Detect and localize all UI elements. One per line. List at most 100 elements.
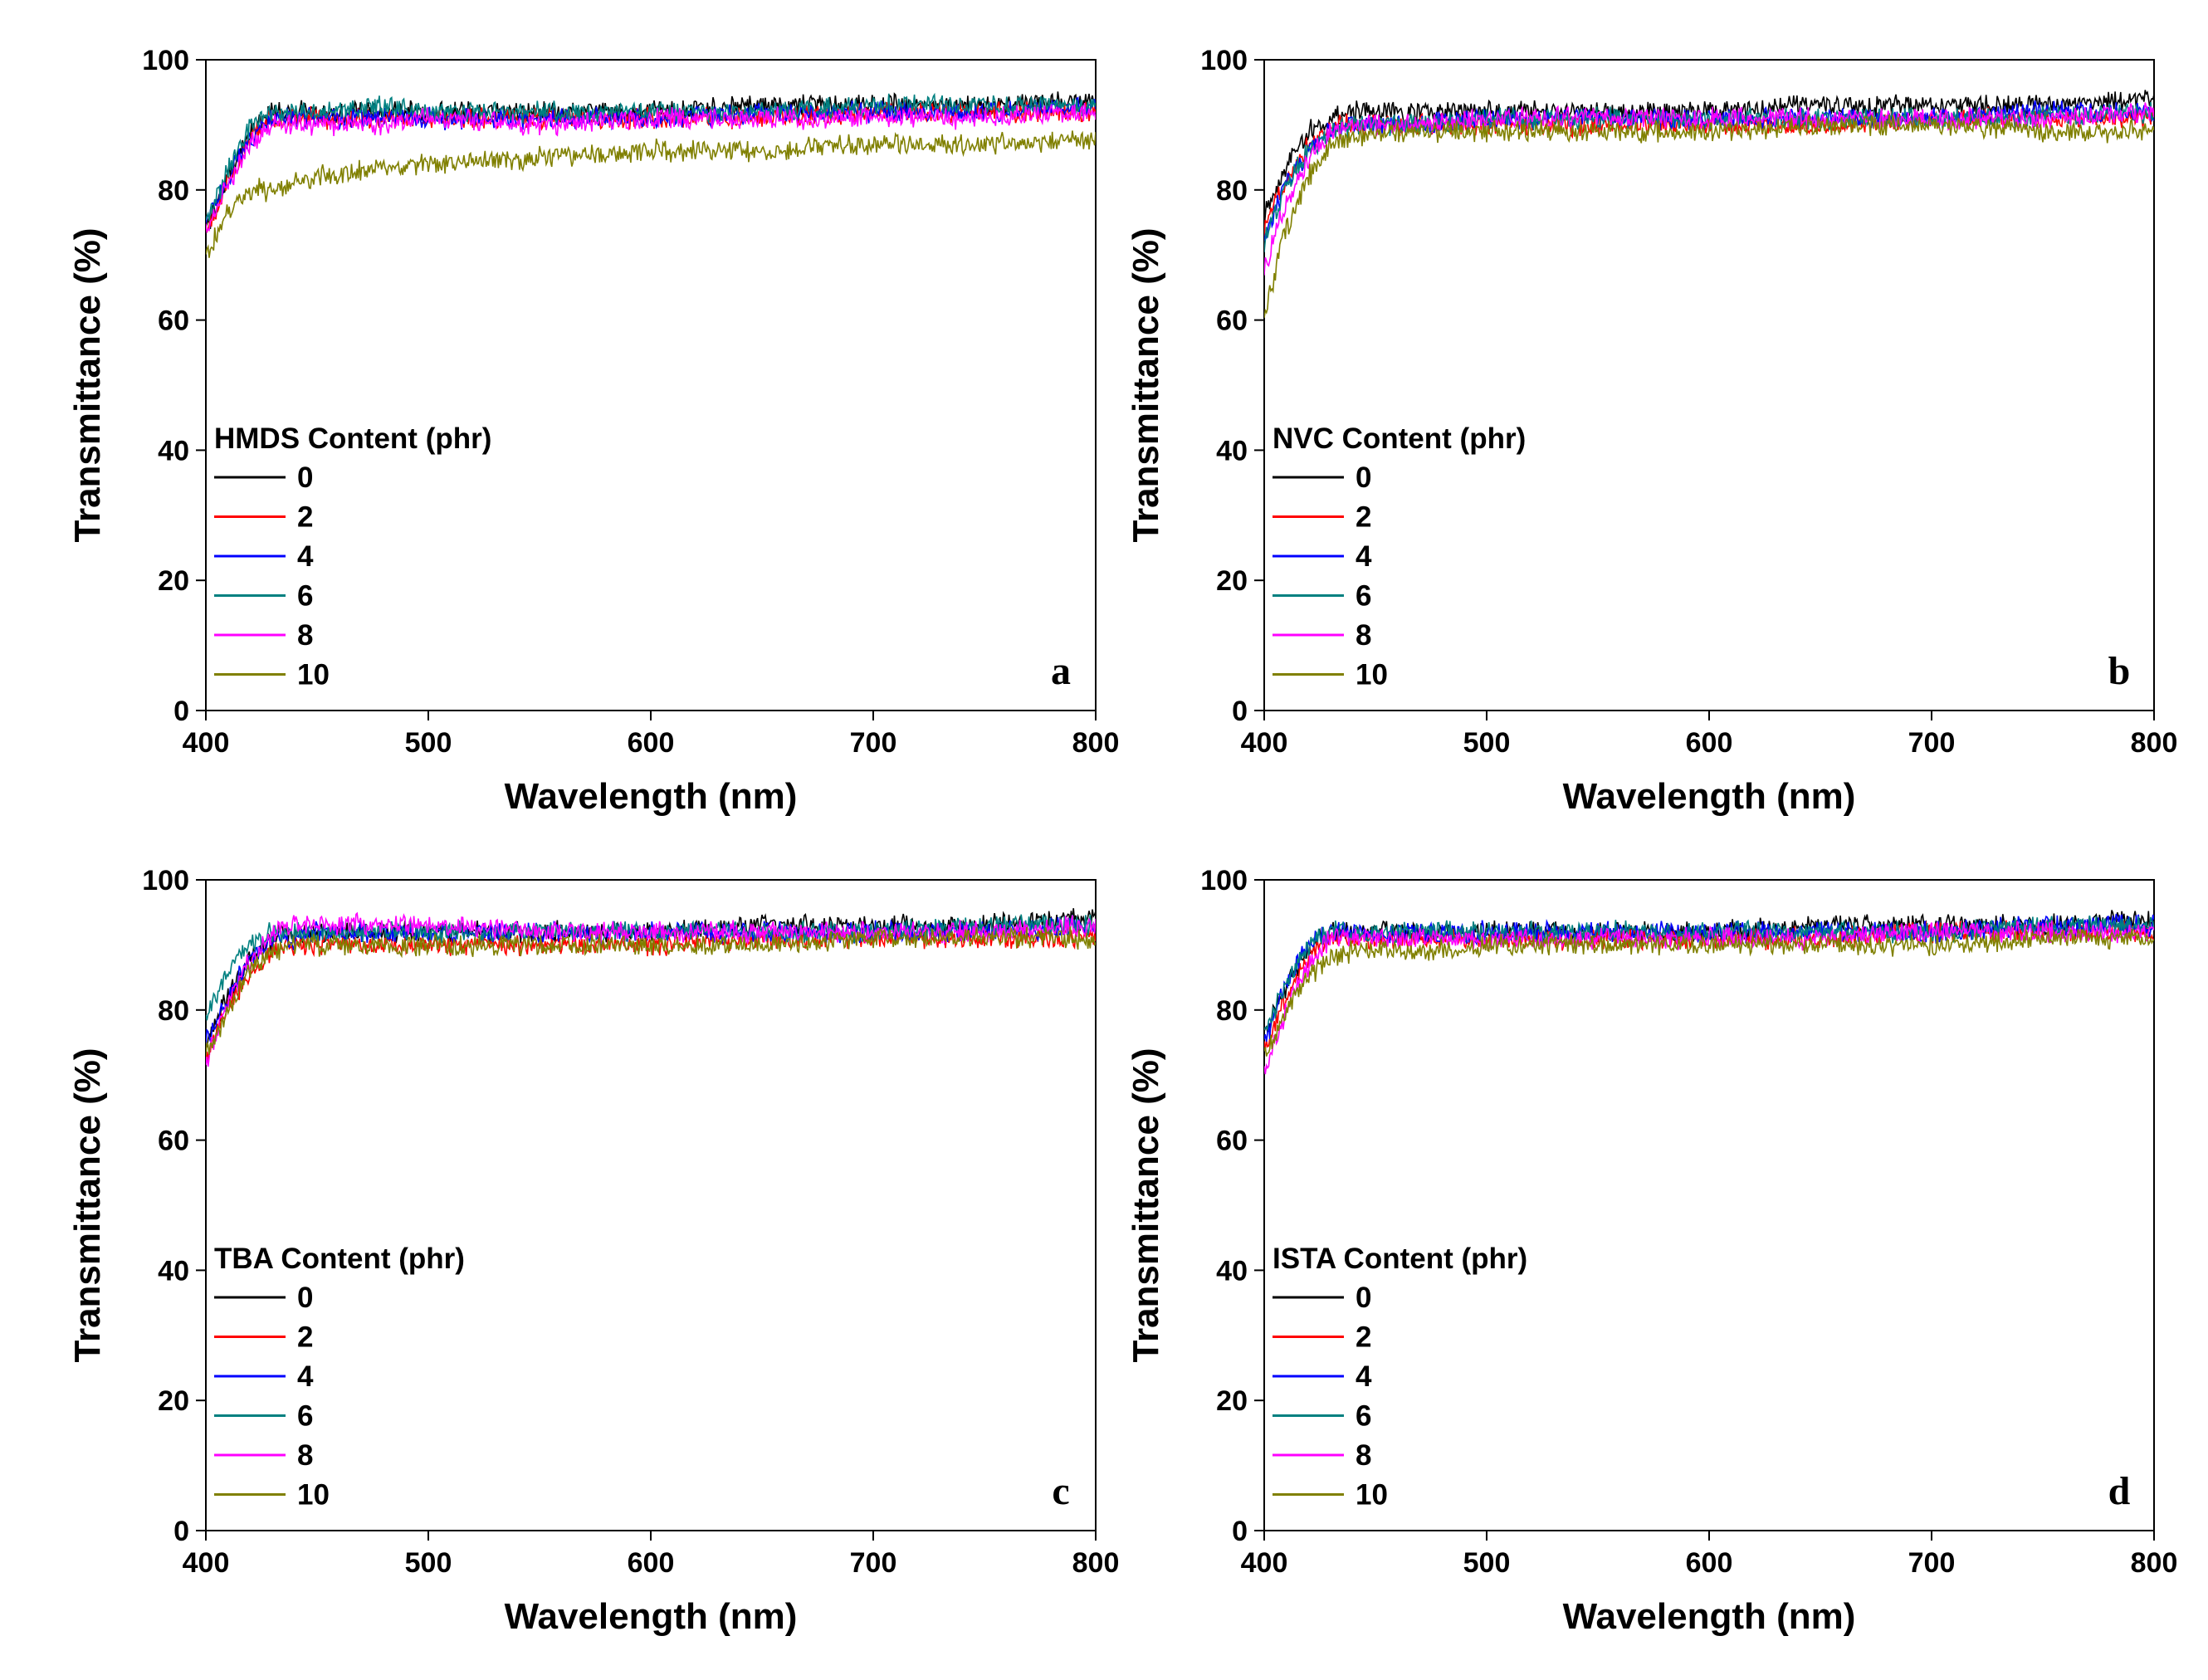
y-tick-label: 0 — [173, 696, 189, 727]
y-tick-label: 0 — [1232, 1516, 1248, 1547]
y-tick-label: 60 — [1216, 305, 1248, 337]
legend-label: 2 — [297, 501, 313, 534]
y-tick-label: 20 — [158, 565, 189, 597]
y-axis-label: Transmittance (%) — [67, 228, 108, 543]
legend-label: 0 — [297, 462, 313, 494]
legend-label: 4 — [1356, 1360, 1372, 1393]
legend: HMDS Content (phr) 0 2 4 6 8 10 — [214, 422, 491, 691]
series-line-10 — [206, 925, 1096, 1056]
y-tick-label: 40 — [158, 1255, 189, 1287]
y-tick-label: 60 — [158, 305, 189, 337]
series-line-8 — [1264, 920, 2154, 1075]
legend-label: 10 — [297, 659, 330, 691]
x-tick-label: 700 — [1908, 727, 1956, 759]
x-axis-label: Wavelength (nm) — [505, 776, 798, 817]
y-tick-label: 80 — [158, 175, 189, 207]
series-group — [1264, 90, 2154, 319]
plot-frame — [1263, 879, 2155, 1531]
legend-label: 6 — [297, 580, 313, 613]
y-tick-label: 80 — [1216, 175, 1248, 207]
y-tick-label: 0 — [1232, 696, 1248, 727]
legend-label: 10 — [1356, 1479, 1388, 1512]
legend-label: 8 — [1356, 1439, 1371, 1472]
x-tick-label: 500 — [405, 727, 452, 759]
x-tick-label: 400 — [1241, 727, 1288, 759]
series-group — [206, 91, 1096, 258]
legend-label: 8 — [297, 619, 313, 652]
series-line-8 — [206, 103, 1096, 234]
series-group — [1264, 910, 2154, 1075]
y-tick-label: 40 — [1216, 435, 1248, 466]
series-group — [206, 908, 1096, 1067]
panel-letter: d — [2108, 1469, 2131, 1513]
legend-label: 0 — [1356, 462, 1371, 494]
legend: ISTA Content (phr) 0 2 4 6 8 10 — [1273, 1243, 1527, 1512]
series-line-4 — [206, 916, 1096, 1044]
y-tick-label: 100 — [1200, 865, 1248, 896]
legend-label: 6 — [1356, 1400, 1371, 1433]
legend-title: TBA Content (phr) — [214, 1243, 465, 1275]
series-line-10 — [206, 130, 1096, 258]
y-axis-label: Transmittance (%) — [1126, 228, 1166, 543]
x-tick-label: 800 — [2131, 727, 2178, 759]
legend-label: 6 — [1356, 580, 1371, 613]
legend-label: 4 — [297, 540, 314, 573]
x-tick-label: 800 — [2131, 1547, 2178, 1579]
y-tick-label: 20 — [1216, 1385, 1248, 1417]
panel-letter: a — [1051, 649, 1071, 693]
panel-letter: c — [1052, 1469, 1069, 1513]
legend-label: 10 — [1356, 659, 1388, 691]
y-tick-label: 40 — [1216, 1255, 1248, 1287]
y-tick-label: 80 — [158, 995, 189, 1027]
x-tick-label: 400 — [183, 727, 230, 759]
y-tick-label: 0 — [173, 1516, 189, 1547]
x-tick-label: 500 — [1463, 727, 1511, 759]
series-line-10 — [1264, 114, 2154, 319]
plot-frame — [205, 59, 1097, 711]
legend-label: 10 — [297, 1479, 330, 1512]
legend-label: 4 — [1356, 540, 1372, 573]
legend-label: 2 — [297, 1321, 313, 1354]
legend-title: ISTA Content (phr) — [1273, 1243, 1527, 1275]
x-tick-label: 500 — [1463, 1547, 1511, 1579]
panel-letter: b — [2108, 649, 2131, 693]
y-tick-label: 20 — [1216, 565, 1248, 597]
legend-label: 2 — [1356, 501, 1371, 534]
x-tick-label: 400 — [183, 1547, 230, 1579]
y-tick-label: 100 — [142, 865, 189, 896]
x-tick-label: 800 — [1072, 727, 1120, 759]
legend-label: 0 — [1356, 1282, 1371, 1314]
x-tick-label: 700 — [1908, 1547, 1956, 1579]
y-tick-label: 20 — [158, 1385, 189, 1417]
x-tick-label: 700 — [850, 727, 897, 759]
series-line-10 — [1264, 928, 2154, 1057]
legend: NVC Content (phr) 0 2 4 6 8 10 — [1273, 422, 1526, 691]
x-tick-label: 600 — [628, 1547, 675, 1579]
legend-label: 4 — [297, 1360, 314, 1393]
plot-frame — [205, 879, 1097, 1531]
legend-title: NVC Content (phr) — [1273, 422, 1526, 455]
legend-label: 8 — [1356, 619, 1371, 652]
x-tick-label: 500 — [405, 1547, 452, 1579]
x-tick-label: 400 — [1241, 1547, 1288, 1579]
x-tick-label: 600 — [1686, 727, 1733, 759]
y-tick-label: 60 — [1216, 1126, 1248, 1157]
legend: TBA Content (phr) 0 2 4 6 8 10 — [214, 1243, 465, 1512]
x-tick-label: 700 — [850, 1547, 897, 1579]
x-tick-label: 600 — [628, 727, 675, 759]
legend-label: 0 — [297, 1282, 313, 1314]
plot-frame — [1263, 59, 2155, 711]
x-axis-label: Wavelength (nm) — [1563, 1596, 1856, 1637]
x-tick-label: 600 — [1686, 1547, 1733, 1579]
legend-label: 8 — [297, 1439, 313, 1472]
x-axis-label: Wavelength (nm) — [1563, 776, 1856, 817]
legend-label: 6 — [297, 1400, 313, 1433]
x-axis-label: Wavelength (nm) — [505, 1596, 798, 1637]
y-axis-label: Transmittance (%) — [67, 1048, 108, 1363]
y-tick-label: 100 — [1200, 45, 1248, 76]
